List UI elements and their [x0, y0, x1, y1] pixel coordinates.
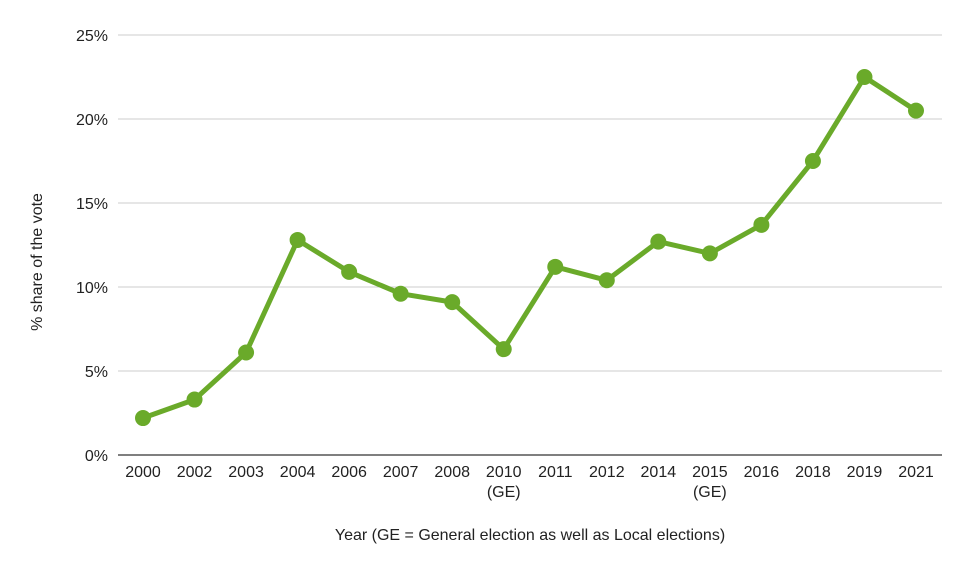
y-axis-title: % share of the vote	[29, 193, 46, 331]
data-point-2015	[701, 245, 718, 262]
x-tick-label: 2015	[692, 464, 728, 481]
series-line	[140, 74, 919, 421]
x-tick-label: 2021	[898, 464, 934, 481]
data-point-2002	[186, 391, 203, 408]
y-tick-label: 20%	[76, 112, 108, 129]
x-tick-label: 2016	[744, 464, 780, 481]
data-point-2016	[753, 216, 770, 233]
x-tick-label: 2010	[486, 464, 522, 481]
y-tick-label: 5%	[85, 364, 108, 381]
x-tick-label: 2003	[228, 464, 264, 481]
x-tick-label: 2000	[125, 464, 161, 481]
x-tick-label: 2008	[434, 464, 470, 481]
x-tick-label: 2011	[538, 464, 573, 481]
x-tick-label: 2002	[177, 464, 213, 481]
y-axis-ticks: 0% 5% 10% 15% 20% 25%	[76, 28, 108, 465]
x-axis-ticks: 2000 2002 2003 2004 2006 2007 2008 2010 (GE) 2011…	[125, 464, 934, 501]
x-axis-title: Year (GE = General election as well as L…	[335, 527, 725, 544]
y-tick-label: 25%	[76, 28, 108, 45]
data-point-2004	[289, 231, 306, 248]
data-point-2007	[392, 285, 409, 302]
data-point-2003	[238, 344, 255, 361]
gridlines	[118, 34, 942, 456]
data-point-2019	[856, 69, 873, 85]
y-tick-label: 10%	[76, 280, 108, 297]
series-group	[135, 69, 924, 427]
data-point-2010	[495, 341, 512, 358]
x-tick-label: 2004	[280, 464, 316, 481]
x-tick-label: 2014	[641, 464, 677, 481]
x-tick-label: 2012	[589, 464, 625, 481]
y-tick-label: 0%	[85, 448, 108, 465]
x-tick-label: 2019	[847, 464, 883, 481]
x-tick-note: (GE)	[693, 484, 727, 501]
y-tick-label: 15%	[76, 196, 108, 213]
data-point-2000	[135, 410, 151, 427]
data-point-2018	[804, 153, 821, 169]
data-point-2011	[547, 258, 564, 275]
x-tick-note: (GE)	[487, 484, 521, 501]
data-point-2014	[650, 233, 667, 250]
data-point-2008	[444, 294, 461, 311]
x-tick-label: 2018	[795, 464, 831, 481]
x-tick-label: 2006	[331, 464, 367, 481]
data-point-2006	[341, 263, 358, 280]
x-tick-label: 2007	[383, 464, 419, 481]
data-point-2012	[598, 272, 615, 289]
data-point-2021	[908, 102, 924, 119]
